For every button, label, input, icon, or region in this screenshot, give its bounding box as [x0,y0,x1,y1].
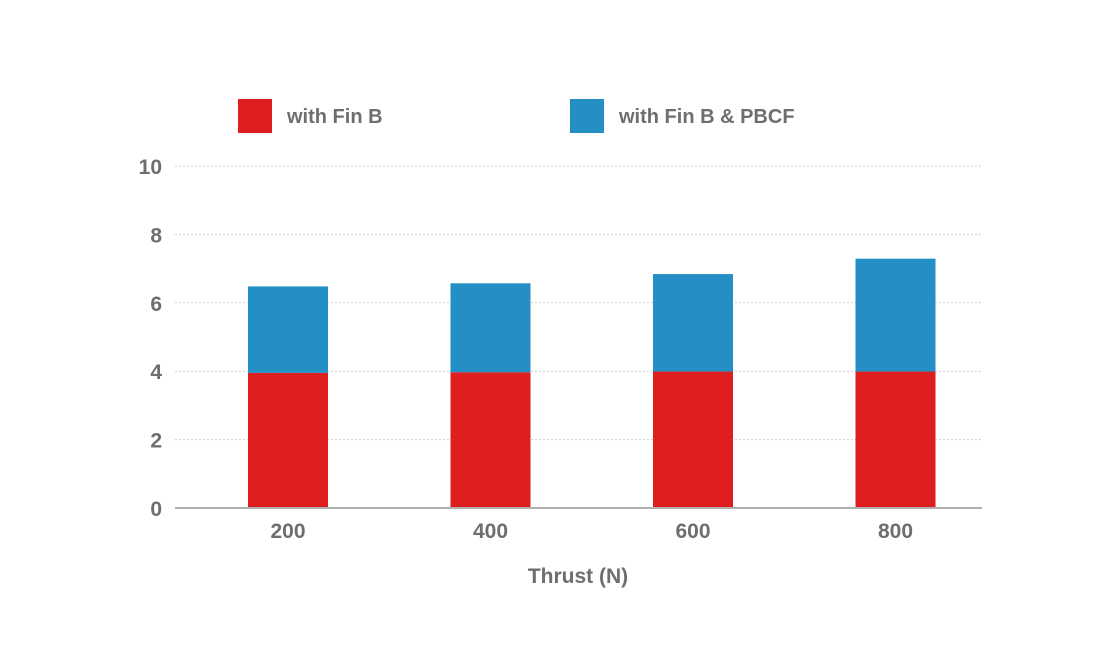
bar-fin-b-pbcf-600 [653,274,733,372]
legend-swatch-with-fin-b-pbcf [570,99,604,133]
y-tick-label-4: 4 [150,361,162,384]
chart-legend: with Fin B with Fin B & PBCF [238,99,795,133]
bar-fin-b-pbcf-200 [248,286,328,373]
bar-fin-b-pbcf-800 [855,258,936,372]
y-tick-label-2: 2 [150,430,162,453]
x-tick-label-400: 400 [473,520,508,543]
x-tick-label-200: 200 [270,520,305,543]
legend-label-with-fin-b-pbcf: with Fin B & PBCF [618,106,795,128]
legend-swatch-with-fin-b [238,99,272,133]
legend-label-with-fin-b: with Fin B [286,106,383,128]
bar-fin-b-pbcf-400 [450,283,531,373]
y-tick-label-0: 0 [150,498,162,521]
gridlines [175,165,982,441]
x-axis-ticks: 200 400 600 800 [270,520,913,543]
bar-fin-b-400 [450,372,531,508]
y-tick-label-6: 6 [150,293,162,316]
bar-fin-b-600 [653,371,733,508]
bars [248,258,936,508]
y-tick-label-10: 10 [139,156,162,179]
bar-fin-b-200 [248,372,328,508]
x-tick-label-800: 800 [878,520,913,543]
bar-fin-b-800 [855,371,936,508]
y-tick-label-8: 8 [150,224,162,247]
x-axis-title: Thrust (N) [528,565,628,588]
y-axis-ticks: 0 2 4 6 8 10 [139,156,163,521]
x-tick-label-600: 600 [675,520,710,543]
